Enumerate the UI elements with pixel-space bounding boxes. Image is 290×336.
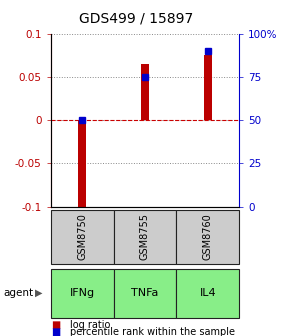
Text: TNFa: TNFa bbox=[131, 288, 159, 298]
Text: agent: agent bbox=[3, 288, 33, 298]
Bar bbox=[141, 64, 149, 120]
Bar bbox=[78, 120, 86, 208]
Text: IL4: IL4 bbox=[200, 288, 216, 298]
Text: GSM8755: GSM8755 bbox=[140, 213, 150, 260]
Text: GDS499 / 15897: GDS499 / 15897 bbox=[79, 12, 193, 26]
Text: log ratio: log ratio bbox=[70, 320, 110, 330]
Text: percentile rank within the sample: percentile rank within the sample bbox=[70, 327, 235, 336]
Bar bbox=[204, 55, 212, 120]
Text: ▶: ▶ bbox=[35, 288, 43, 298]
Text: GSM8750: GSM8750 bbox=[77, 213, 87, 260]
Text: GSM8760: GSM8760 bbox=[203, 213, 213, 260]
Text: ■: ■ bbox=[51, 327, 60, 336]
Text: IFNg: IFNg bbox=[70, 288, 95, 298]
Text: ■: ■ bbox=[51, 320, 60, 330]
